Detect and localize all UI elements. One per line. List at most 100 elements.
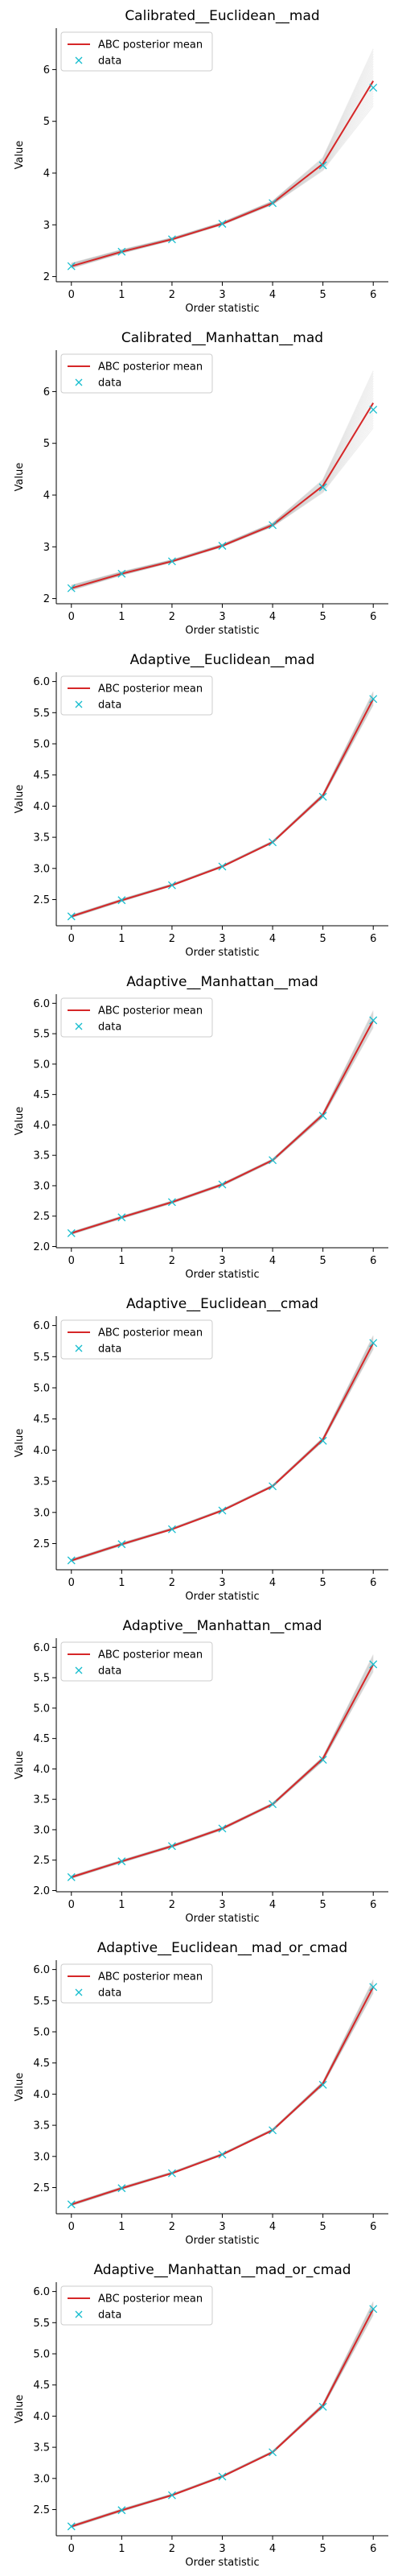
data-point-stroke	[369, 1016, 378, 1025]
data-point-stroke	[218, 2150, 227, 2159]
x-tick-label: 5	[320, 1255, 326, 1267]
posterior-sample-line	[71, 2303, 374, 2526]
y-tick-label: 4.5	[33, 2380, 50, 2392]
legend-marker-swatch	[75, 2310, 83, 2318]
posterior-sample-line	[71, 1339, 374, 1561]
posterior-sample-line	[71, 1344, 374, 1562]
posterior-sample-line	[71, 407, 374, 589]
legend: ABC posterior mean data	[60, 1319, 213, 1360]
posterior-sample-line	[71, 78, 374, 266]
data-point	[117, 569, 126, 578]
posterior-sample-line	[71, 1013, 374, 1233]
data-point-stroke	[167, 235, 176, 244]
posterior-sample-line	[71, 1010, 374, 1232]
posterior-sample-line	[71, 2309, 374, 2528]
data-point-stroke	[318, 1756, 327, 1765]
data-point	[167, 881, 176, 890]
data-point-stroke	[167, 557, 176, 566]
data-point-stroke	[218, 220, 227, 228]
posterior-sample-line	[71, 1656, 374, 1877]
y-tick-label: 2.0	[33, 1885, 50, 1897]
x-tick-label: 0	[68, 1577, 75, 1589]
x-tick-label: 3	[219, 2543, 225, 2555]
legend: ABC posterior mean data	[60, 997, 213, 1038]
posterior-sample-line	[71, 1013, 374, 1233]
posterior-sample-line	[71, 697, 374, 917]
data-point-stroke	[67, 1872, 76, 1881]
data-point-stroke	[369, 695, 378, 704]
posterior-sample-line	[71, 1984, 374, 2205]
posterior-mean-line	[71, 402, 375, 589]
posterior-sample-line	[71, 1018, 374, 1234]
posterior-sample-line	[71, 1986, 374, 2206]
chart-title: Adaptive__Manhattan__cmad	[123, 1618, 322, 1634]
x-axis-label: Order statistic	[185, 947, 259, 959]
legend: ABC posterior mean data	[60, 675, 213, 716]
data-point-stroke	[369, 83, 378, 92]
y-tick-label: 3.5	[33, 1150, 50, 1162]
posterior-sample-line	[71, 1021, 374, 1234]
posterior-sample-line	[71, 88, 374, 267]
y-axis-label: Value	[14, 463, 26, 492]
data-point	[117, 247, 126, 256]
posterior-sample-line	[71, 422, 374, 591]
x-tick-label: 0	[68, 933, 75, 945]
y-tick-label: 5.0	[33, 2027, 50, 2039]
posterior-sample-line	[71, 1335, 374, 1560]
posterior-sample-line	[71, 1339, 374, 1561]
posterior-sample-line	[71, 1344, 374, 1562]
legend-label: ABC posterior mean	[98, 1649, 203, 1662]
posterior-sample-line	[71, 412, 374, 590]
x-tick-label: 4	[269, 2543, 276, 2555]
posterior-sample-line	[71, 1664, 374, 1878]
posterior-band	[71, 691, 374, 919]
legend: ABC posterior mean data	[60, 353, 213, 394]
posterior-sample-line	[71, 1992, 374, 2207]
data-point	[67, 1872, 76, 1881]
x-tick-label: 6	[370, 1899, 376, 1911]
x-tick-label: 4	[269, 1577, 276, 1589]
x-tick-label: 6	[370, 933, 376, 945]
x-tick-label: 0	[68, 289, 75, 301]
x-axis-label: Order statistic	[185, 1269, 259, 1281]
posterior-sample-line	[71, 60, 374, 265]
posterior-sample-line	[71, 2307, 374, 2527]
legend: ABC posterior mean data	[60, 31, 213, 72]
posterior-sample-line	[71, 2310, 374, 2528]
data-point-stroke	[117, 1213, 126, 1222]
legend-label: ABC posterior mean	[98, 2293, 203, 2306]
posterior-sample-line	[71, 696, 374, 917]
chart-title: Calibrated__Euclidean__mad	[125, 8, 319, 24]
posterior-sample-line	[71, 1022, 374, 1235]
posterior-sample-line	[71, 65, 374, 266]
data-point-stroke	[269, 199, 277, 208]
posterior-sample-line	[71, 1660, 374, 1877]
data-point-stroke	[218, 862, 227, 871]
posterior-sample-line	[71, 1343, 374, 1562]
posterior-sample-line	[71, 1982, 374, 2205]
posterior-sample-line	[71, 1992, 374, 2207]
y-tick-label: 2.5	[33, 1538, 50, 1550]
posterior-sample-line	[71, 393, 374, 588]
posterior-sample-line	[71, 700, 374, 918]
y-tick-label: 4.0	[33, 2089, 50, 2101]
posterior-sample-line	[71, 1335, 374, 1560]
y-tick-label: 5.5	[33, 708, 50, 720]
data-point	[67, 2522, 76, 2531]
posterior-sample-line	[71, 700, 374, 918]
posterior-sample-line	[71, 1347, 374, 1563]
chart-panel: Adaptive__Manhattan__mad 0 1 2 3 4 5 6 2.0 2.5 3.0…	[14, 974, 388, 1281]
posterior-sample-line	[71, 1668, 374, 1879]
y-axis-label: Value	[14, 1107, 26, 1136]
posterior-sample-line	[71, 85, 374, 267]
posterior-sample-line	[71, 704, 374, 919]
x-tick-label: 1	[118, 1899, 125, 1911]
x-tick-label: 4	[269, 933, 276, 945]
data-point-stroke	[369, 1339, 378, 1348]
posterior-sample-line	[71, 695, 374, 917]
posterior-sample-line	[71, 1026, 374, 1235]
data-point-stroke	[218, 1506, 227, 1515]
posterior-sample-line	[71, 1020, 374, 1234]
x-tick-label: 1	[118, 1255, 125, 1267]
chart-panel: Adaptive__Manhattan__mad_or_cmad 0 1 2 3 4 5 6 2…	[14, 2262, 388, 2569]
